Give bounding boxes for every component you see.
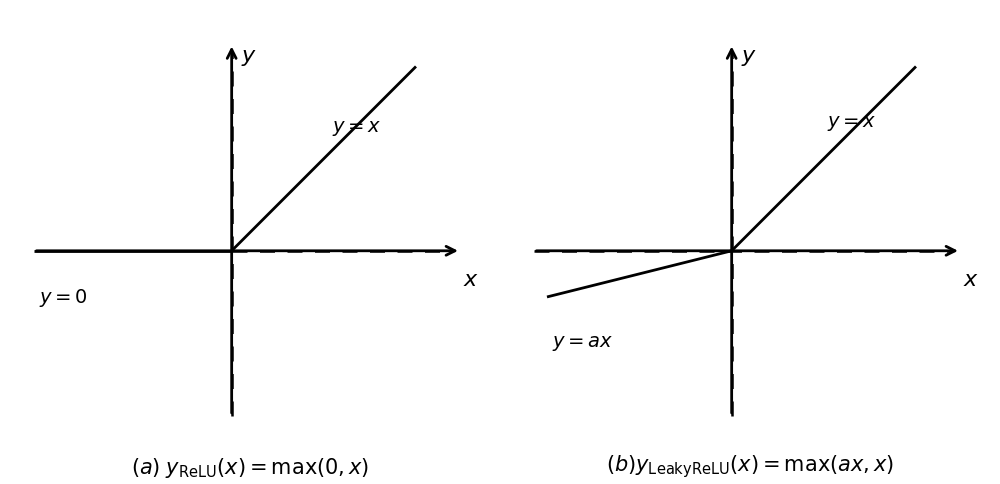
Text: $x$: $x$ — [963, 270, 979, 289]
Text: $y$: $y$ — [741, 48, 757, 68]
Text: $y$: $y$ — [241, 48, 257, 68]
Text: $y=x$: $y=x$ — [827, 113, 877, 132]
Text: $(a)$$\;$$y_{\rm ReLU}(x) = {\rm max}(0, x)$: $(a)$$\;$$y_{\rm ReLU}(x) = {\rm max}(0,… — [131, 455, 369, 479]
Text: $y=x$: $y=x$ — [332, 119, 382, 138]
Text: $x$: $x$ — [463, 270, 479, 289]
Text: $y=0$: $y=0$ — [39, 286, 88, 308]
Text: $(b)$$y_{\rm LeakyReLU}(x) = {\rm max}(ax, x)$: $(b)$$y_{\rm LeakyReLU}(x) = {\rm max}(a… — [606, 453, 894, 479]
Text: $y=ax$: $y=ax$ — [552, 333, 614, 352]
